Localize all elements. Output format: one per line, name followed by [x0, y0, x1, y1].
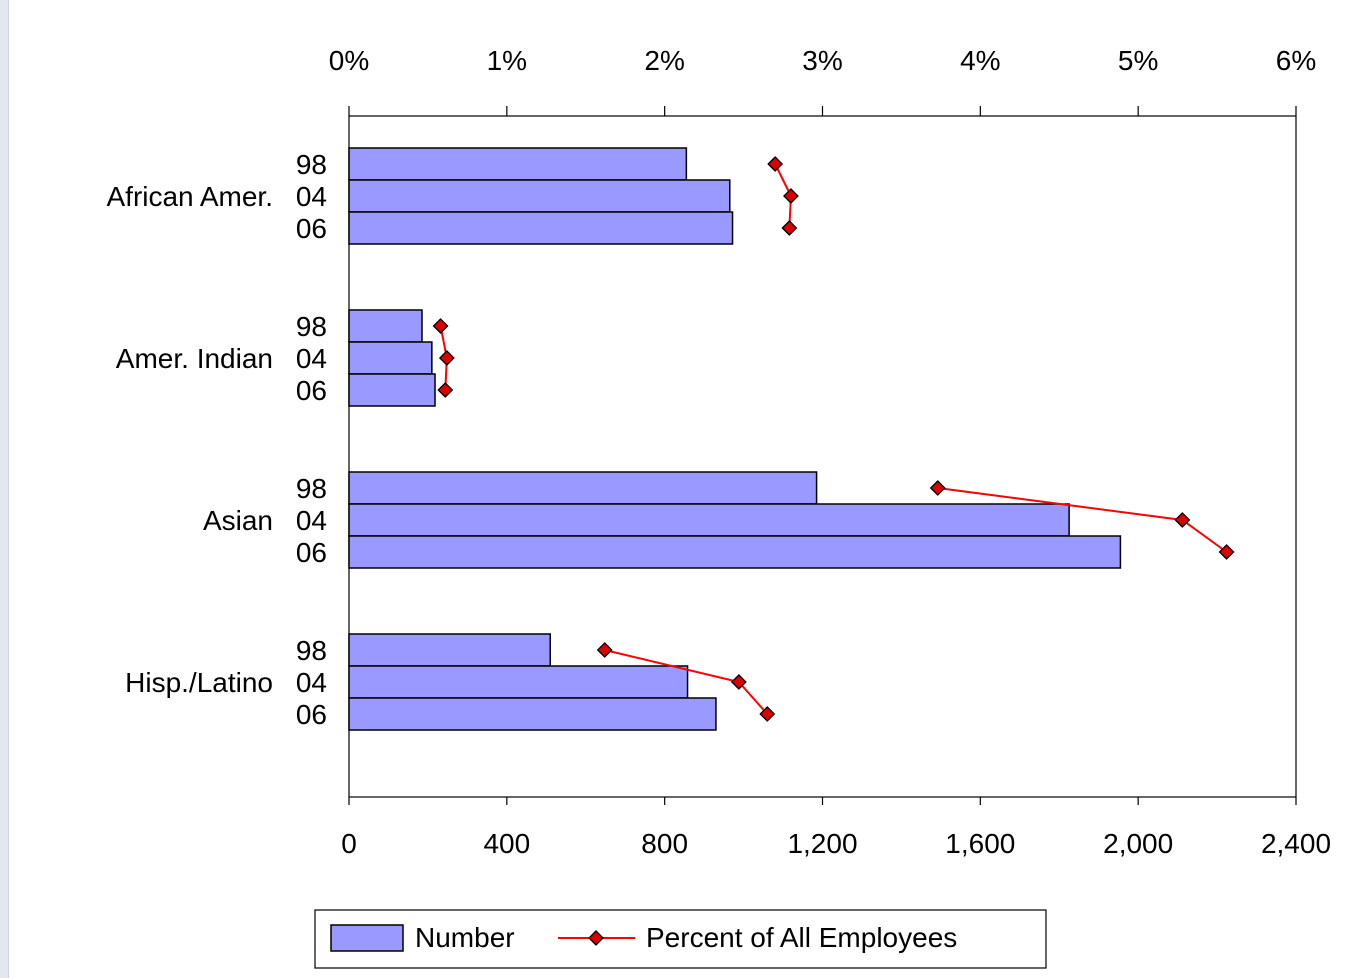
year-label: 98	[296, 311, 327, 342]
year-label: 04	[296, 667, 327, 698]
legend-label-number: Number	[415, 922, 515, 953]
top-axis-tick-label: 3%	[802, 45, 842, 76]
year-label: 04	[296, 343, 327, 374]
year-label: 06	[296, 375, 327, 406]
bar-number	[348, 341, 433, 375]
top-axis-tick-label: 4%	[960, 45, 1000, 76]
bar-number	[348, 179, 731, 213]
legend-marker-percent	[588, 930, 604, 946]
legend-label-percent: Percent of All Employees	[646, 922, 957, 953]
percent-marker	[730, 674, 747, 690]
percent-marker	[432, 318, 449, 334]
percent-marker	[1174, 512, 1191, 528]
bar-number	[348, 633, 551, 667]
percent-marker	[1218, 544, 1235, 560]
bar-number	[348, 697, 717, 731]
bottom-axis-tick-label: 400	[483, 828, 530, 859]
top-axis-tick-label: 6%	[1276, 45, 1316, 76]
percent-marker	[781, 220, 798, 236]
bottom-axis-tick-label: 1,600	[945, 828, 1015, 859]
percent-marker	[596, 642, 613, 658]
year-label: 98	[296, 473, 327, 504]
bar-number	[348, 471, 818, 505]
chart-frame: 0 400 800 1,200 1,600 2,000 2,400 0% 1% 2% 3% 4% 5% 6…	[8, 0, 1354, 978]
top-axis-tick-label: 2%	[644, 45, 684, 76]
year-label: 06	[296, 699, 327, 730]
category-label: African Amer.	[106, 181, 273, 212]
legend-box	[314, 909, 1047, 969]
percent-marker	[783, 188, 799, 204]
percent-marker	[438, 350, 455, 366]
percent-marker	[929, 480, 946, 496]
lines-percent	[432, 156, 1235, 722]
year-label: 06	[296, 213, 327, 244]
year-label: 04	[296, 181, 327, 212]
year-label: 98	[296, 635, 327, 666]
category-label: Hisp./Latino	[125, 667, 273, 698]
top-axis-tick-label: 5%	[1118, 45, 1158, 76]
top-axis-tick-label: 0%	[329, 45, 369, 76]
bar-number	[348, 211, 734, 245]
bottom-axis-tick-label: 0	[341, 828, 357, 859]
bar-number	[348, 147, 688, 181]
category-label: Amer. Indian	[116, 343, 273, 374]
axes: 0 400 800 1,200 1,600 2,000 2,400 0% 1% 2% 3% 4% 5% 6…	[329, 45, 1331, 859]
legend: Number Percent of All Employees	[314, 909, 1047, 969]
percent-marker	[767, 156, 784, 172]
bar-number	[348, 373, 436, 407]
bars-number	[348, 147, 1122, 731]
top-axis-tick-label: 1%	[487, 45, 527, 76]
percent-marker	[759, 706, 776, 722]
year-label: 04	[296, 505, 327, 536]
bar-number	[348, 535, 1122, 569]
percent-marker	[437, 382, 454, 398]
bar-number	[348, 665, 689, 699]
bar-number	[348, 503, 1070, 537]
bar-number	[348, 309, 423, 343]
bottom-axis-tick-label: 1,200	[787, 828, 857, 859]
year-label: 98	[296, 149, 327, 180]
category-label: Asian	[203, 505, 273, 536]
year-label: 06	[296, 537, 327, 568]
bottom-axis-tick-label: 2,400	[1261, 828, 1331, 859]
legend-swatch-number	[330, 924, 404, 952]
bottom-axis-tick-label: 2,000	[1103, 828, 1173, 859]
bottom-axis-tick-label: 800	[641, 828, 688, 859]
chart-svg: 0 400 800 1,200 1,600 2,000 2,400 0% 1% 2% 3% 4% 5% 6…	[106, 45, 1331, 969]
